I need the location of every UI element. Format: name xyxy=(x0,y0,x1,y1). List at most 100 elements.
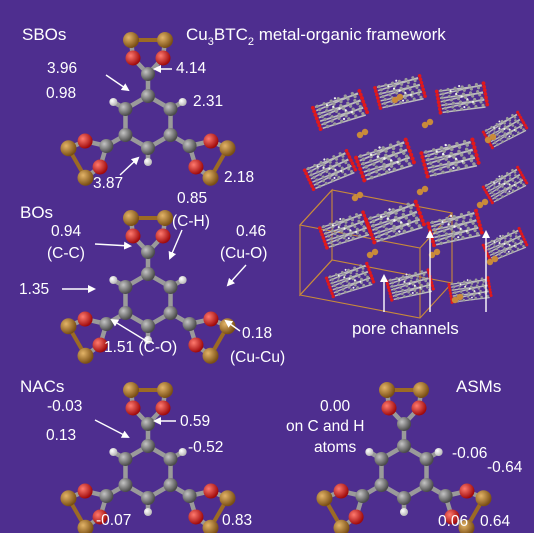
carbon-atom xyxy=(404,77,408,82)
carbon-atom xyxy=(367,172,371,177)
carbon-atom xyxy=(328,275,332,279)
carbon-atom xyxy=(410,226,414,231)
carbon-atom xyxy=(455,141,459,146)
carbon-atom xyxy=(468,297,472,301)
oxygen-atom xyxy=(489,198,493,202)
carbon-atom xyxy=(506,242,510,246)
carbon-atom xyxy=(480,295,483,299)
carbon-atom xyxy=(486,294,489,298)
carbon-atom xyxy=(519,239,523,243)
carbon-atom xyxy=(331,243,336,247)
copper-atom xyxy=(123,382,139,398)
carbon-atom xyxy=(393,84,397,88)
carbon-atom xyxy=(464,223,468,227)
carbon-atom xyxy=(402,151,406,155)
carbon-atom xyxy=(347,285,351,289)
oxygen-atom xyxy=(423,166,428,171)
hydrogen-atom xyxy=(340,169,343,172)
carbon-atom xyxy=(459,212,464,217)
hydrogen-atom xyxy=(411,292,414,294)
carbon-atom xyxy=(344,220,348,224)
oxygen-atom xyxy=(354,155,359,160)
carbon-atom xyxy=(163,452,178,466)
carbon-atom xyxy=(422,276,426,280)
carbon-atom xyxy=(99,317,114,331)
carbon-atom xyxy=(386,90,390,94)
carbon-atom xyxy=(438,218,442,223)
hydrogen-atom xyxy=(342,117,346,121)
carbon-atom xyxy=(417,224,422,228)
oxygen-atom xyxy=(486,193,490,197)
oxygen-atom xyxy=(324,276,329,280)
hydrogen-atom xyxy=(406,222,409,226)
carbon-atom xyxy=(519,123,522,126)
oxygen-atom xyxy=(516,165,520,169)
oxygen-atom xyxy=(481,185,485,189)
oxygen-atom xyxy=(481,243,485,247)
carbon-atom xyxy=(346,227,350,231)
copper-node xyxy=(421,121,429,129)
carbon-atom xyxy=(425,285,429,289)
carbon-atom xyxy=(495,122,499,126)
carbon-atom xyxy=(328,172,332,176)
carbon-atom xyxy=(493,245,496,248)
linker-bond xyxy=(492,124,524,145)
linker-bond xyxy=(490,240,524,259)
hydrogen-atom xyxy=(178,276,187,284)
carbon-atom xyxy=(444,232,449,236)
carbon-atom xyxy=(118,478,133,492)
oxygen-atom xyxy=(305,174,310,179)
carbon-atom xyxy=(396,140,400,145)
carbon-atom xyxy=(495,188,499,191)
bo-value: 0.18 xyxy=(242,325,272,342)
hydrogen-atom xyxy=(466,279,469,281)
linker-bond xyxy=(359,141,405,162)
linker-bond xyxy=(329,264,366,282)
hydrogen-atom xyxy=(409,93,412,96)
hydrogen-atom xyxy=(350,110,354,114)
carbon-atom xyxy=(318,107,322,112)
carbon-atom xyxy=(384,153,388,158)
linker-bond xyxy=(328,233,370,248)
carbon-atom xyxy=(508,173,512,177)
oxygen-atom xyxy=(485,102,490,107)
hydrogen-atom xyxy=(459,227,462,230)
carbon-atom xyxy=(331,278,334,281)
carbon-atom xyxy=(336,97,340,101)
carbon-atom xyxy=(384,227,389,232)
oxygen-atom xyxy=(329,288,333,293)
carbon-atom xyxy=(328,160,332,164)
carbon-atom xyxy=(498,138,502,142)
hydrogen-atom xyxy=(398,89,401,92)
asm-value: -0.06 xyxy=(452,445,487,462)
oxygen-atom xyxy=(367,267,371,272)
carbon-atom xyxy=(380,237,384,242)
carbon-atom xyxy=(431,148,436,152)
copper-atom xyxy=(77,169,94,186)
carbon-atom xyxy=(349,271,353,275)
oxygen-atom xyxy=(358,166,363,172)
nac-value: 0.83 xyxy=(222,512,252,529)
carbon-atom xyxy=(356,286,360,290)
oxygen-atom xyxy=(417,210,422,216)
carbon-atom xyxy=(341,158,345,162)
oxygen-atom xyxy=(520,118,524,122)
carbon-atom xyxy=(458,287,461,291)
copper-node xyxy=(366,251,374,259)
arrow-nac-0.03 xyxy=(94,419,130,438)
carbon-atom xyxy=(407,287,411,291)
oxygen-atom xyxy=(356,163,361,168)
hydrogen-atom xyxy=(447,223,450,226)
carbon-atom xyxy=(394,154,399,158)
carbon-atom xyxy=(384,149,388,153)
oxygen-atom xyxy=(404,141,410,146)
oxygen-atom xyxy=(155,228,171,244)
carbon-atom xyxy=(347,163,351,167)
carbon-atom xyxy=(431,164,436,169)
oxygen-atom xyxy=(361,210,365,215)
linker-bond xyxy=(439,84,482,96)
framework-linker xyxy=(310,89,370,131)
carbon-atom xyxy=(406,84,410,88)
carbon-atom xyxy=(508,122,512,125)
carbon-atom xyxy=(379,91,383,96)
